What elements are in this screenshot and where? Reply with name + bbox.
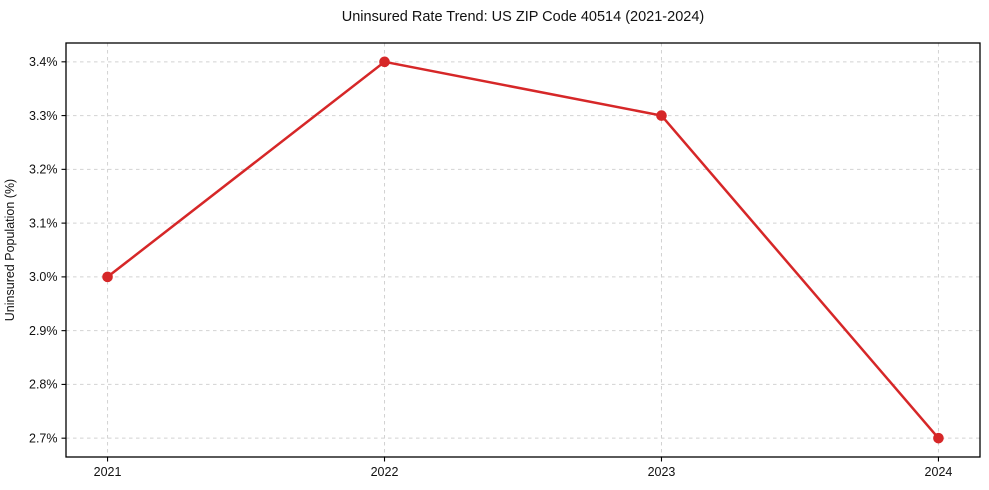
y-tick-label: 2.8%: [29, 378, 58, 392]
y-tick-label: 3.0%: [29, 270, 58, 284]
y-tick-label: 2.7%: [29, 431, 58, 445]
x-tick-label: 2024: [925, 465, 953, 479]
y-tick-label: 3.3%: [29, 109, 58, 123]
data-point-marker: [656, 110, 667, 121]
y-tick-label: 3.2%: [29, 163, 58, 177]
data-point-marker: [379, 56, 390, 68]
chart-title: Uninsured Rate Trend: US ZIP Code 40514 …: [342, 9, 704, 25]
data-point-marker: [102, 271, 113, 283]
x-tick-label: 2022: [371, 465, 399, 479]
gridlines: [66, 43, 980, 457]
y-tick-label: 3.4%: [29, 55, 58, 69]
x-tick-label: 2021: [94, 465, 122, 479]
y-tick-label: 2.9%: [29, 324, 58, 338]
series-line: [106, 60, 940, 440]
data-series: [102, 56, 944, 444]
x-tick-label: 2023: [648, 465, 676, 479]
axes: 2.7% 2.8% 2.9% 3.0% 3.1% 3.2% 3.3% 3.4% 2021 2022…: [29, 42, 981, 479]
data-point-marker: [933, 432, 944, 444]
y-axis-label: Uninsured Population (%): [3, 179, 17, 321]
y-tick-label: 3.1%: [29, 216, 58, 230]
plot-frame: [65, 42, 981, 458]
